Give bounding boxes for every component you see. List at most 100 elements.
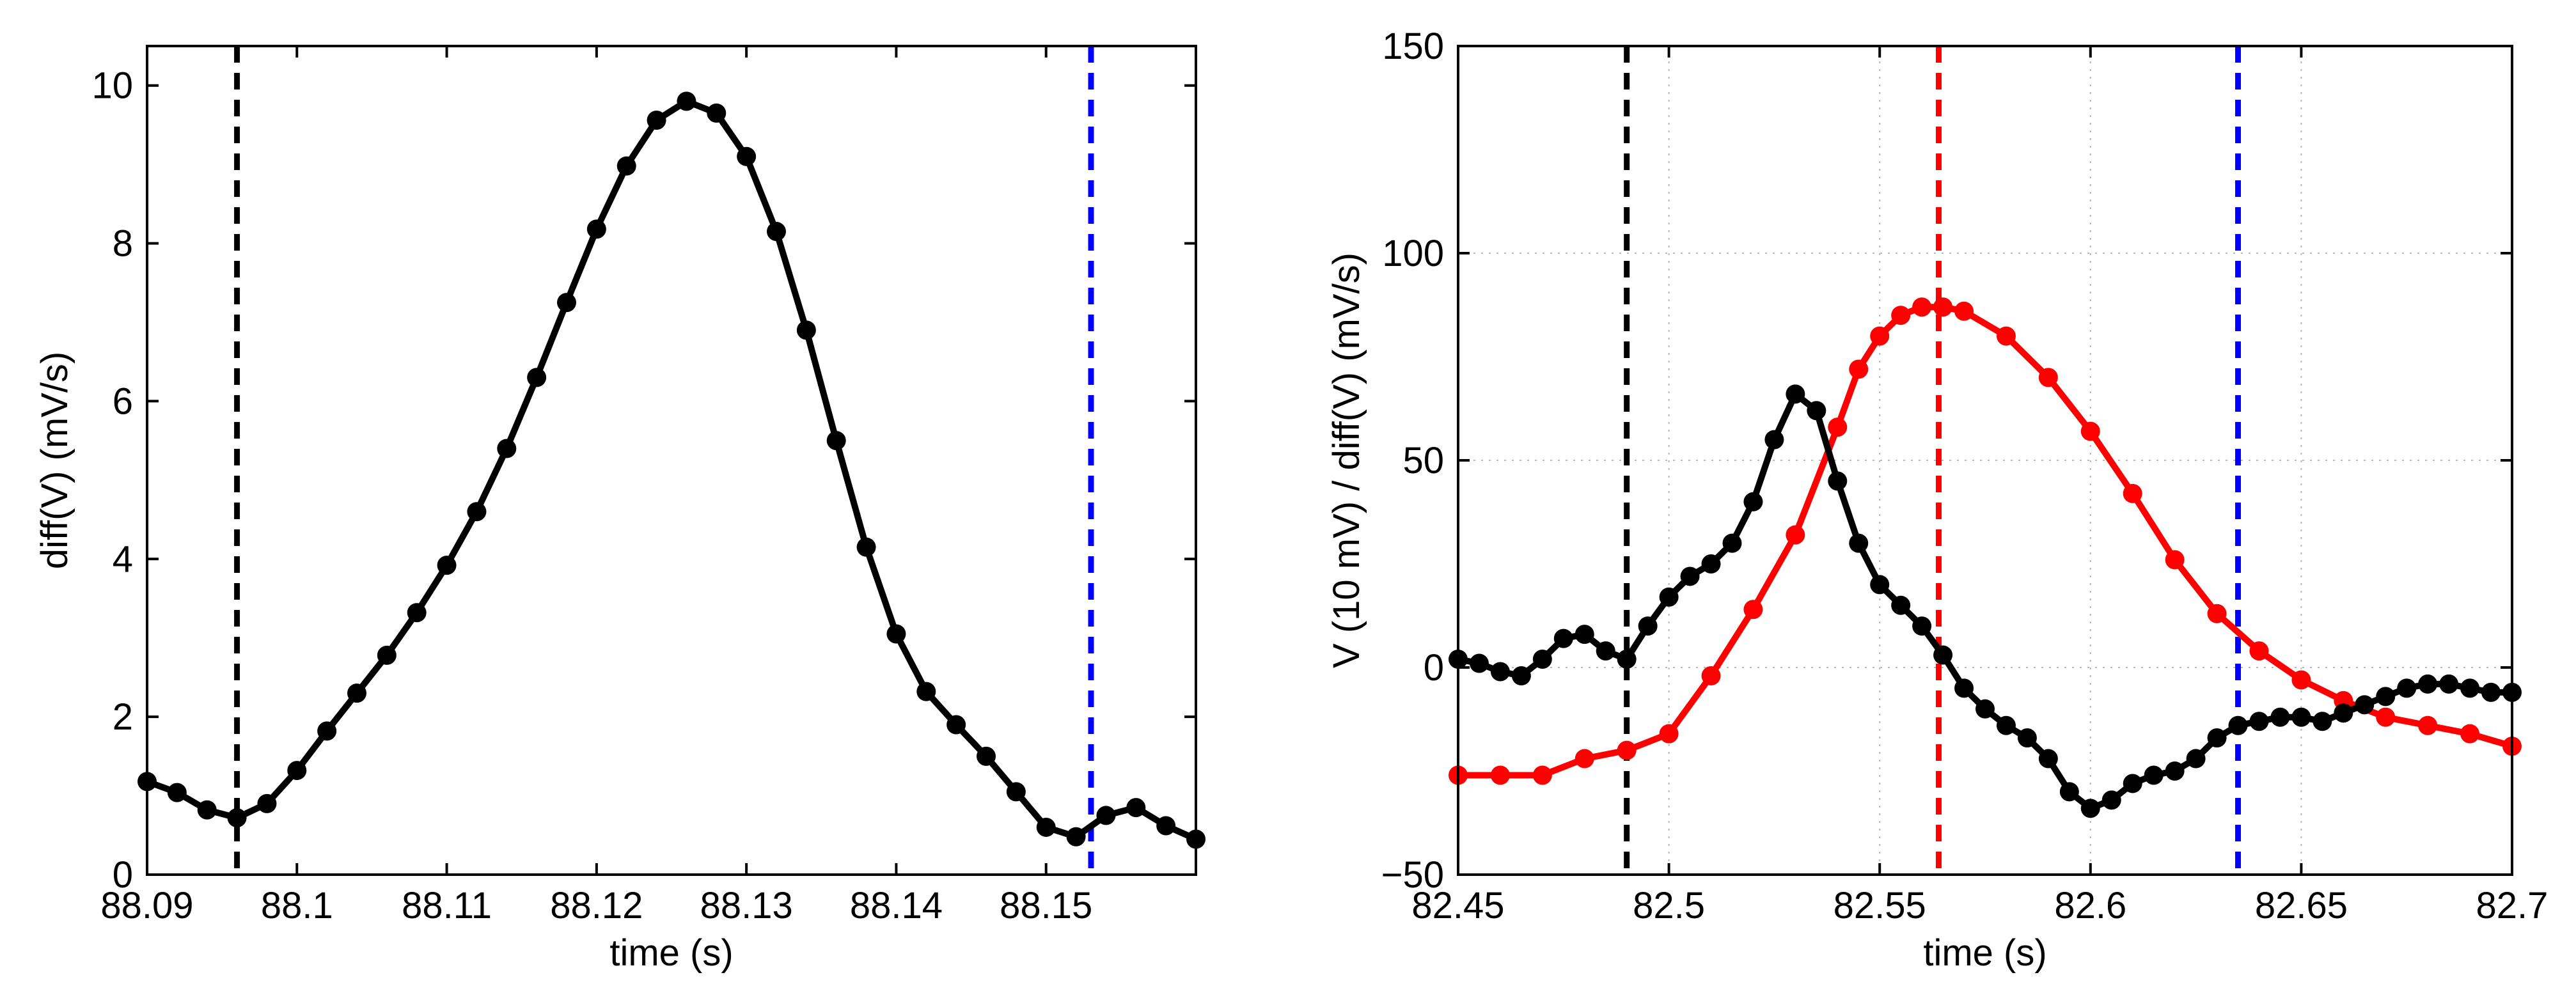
right-data-point: [2355, 695, 2375, 715]
right-data-point: [2439, 674, 2459, 694]
right-data-point: [1891, 306, 1911, 325]
left-data-point: [1156, 816, 1176, 836]
right-x-tick-label: 82.65: [2255, 885, 2348, 926]
right-series-line: [1457, 391, 2512, 812]
left-data-point: [287, 761, 307, 781]
right-data-point: [1849, 359, 1869, 379]
right-data-point: [2059, 782, 2079, 802]
right-data-point: [1786, 384, 1805, 404]
right-y-tick-label: 0: [1424, 647, 1444, 689]
left-x-tick-label: 88.12: [550, 885, 643, 926]
left-data-point: [977, 746, 996, 766]
right-data-point: [2123, 774, 2142, 793]
right-data-point: [2228, 715, 2248, 735]
right-data-point: [2017, 728, 2037, 748]
right-x-axis-label: time (s): [1923, 932, 2046, 974]
left-data-point: [617, 156, 636, 176]
right-x-tick-label: 82.55: [1834, 885, 1926, 926]
right-y-tick-label: 150: [1382, 26, 1444, 67]
right-data-point: [1469, 653, 1489, 673]
right-data-point: [1511, 666, 1531, 685]
left-y-tick-label: 10: [91, 65, 133, 107]
right-data-point: [2376, 687, 2396, 706]
right-data-point: [1659, 724, 1679, 744]
left-y-tick-label: 4: [113, 538, 133, 580]
right-data-point: [2313, 712, 2332, 731]
right-data-point: [1490, 765, 1510, 785]
right-x-tick-label: 82.45: [1411, 885, 1504, 926]
left-y-axis-label: diff(V) (mV/s): [34, 352, 75, 570]
left-data-point: [257, 793, 277, 813]
right-data-point: [1638, 616, 1658, 636]
right-y-tick-label: 50: [1402, 440, 1444, 481]
left-data-point: [347, 683, 366, 703]
left-data-point: [1096, 806, 1116, 825]
right-data-point: [2481, 682, 2501, 702]
right-data-point: [1617, 650, 1637, 669]
right-data-point: [1617, 740, 1637, 760]
right-data-point: [1891, 595, 1911, 615]
left-data-point: [527, 368, 547, 387]
right-data-point: [1996, 326, 2016, 346]
left-x-tick-labels: 88.09 88.1 88.11 88.12 88.13 88.14 88.15: [100, 885, 1092, 926]
right-y-tick-label: −50: [1381, 854, 1444, 896]
right-data-point: [1870, 575, 1890, 595]
left-data-point: [227, 808, 247, 828]
right-data-point: [1743, 492, 1763, 511]
right-data-point: [2270, 707, 2290, 727]
right-data-point: [2460, 678, 2480, 698]
right-x-tick-label: 82.7: [2476, 885, 2549, 926]
right-x-tick-label: 82.6: [2054, 885, 2126, 926]
right-data-point: [2186, 749, 2206, 769]
right-data-point: [2101, 790, 2121, 810]
left-data-point: [677, 91, 696, 111]
right-data-point: [2397, 678, 2417, 698]
left-plot-frame: [146, 45, 1197, 876]
right-data-point: [1933, 645, 1953, 665]
left-data-point: [377, 645, 397, 665]
right-data-point: [1490, 662, 1510, 682]
right-data-point: [2418, 674, 2438, 694]
right-ticks: [1457, 45, 2513, 876]
left-data-point: [826, 431, 846, 451]
right-data-point: [1743, 600, 1763, 620]
left-data-point: [586, 219, 606, 239]
left-data-point: [916, 682, 936, 701]
right-data-point: [1996, 715, 2016, 735]
right-x-tick-label: 82.5: [1633, 885, 1705, 926]
left-data-point: [1066, 827, 1086, 847]
right-data-point: [2249, 712, 2269, 731]
right-data-point: [1659, 587, 1679, 607]
left-x-tick-label: 88.15: [1000, 885, 1092, 926]
right-data-point: [1596, 641, 1615, 661]
left-data-point: [946, 715, 966, 735]
right-data-point: [1786, 525, 1805, 545]
right-data-point: [2376, 707, 2396, 727]
right-data-point: [2291, 670, 2311, 690]
right-data-point: [1975, 699, 1995, 719]
right-data-point: [1722, 533, 1742, 553]
left-x-tick-label: 88.09: [100, 885, 193, 926]
left-y-tick-label: 6: [113, 380, 133, 422]
right-data-point: [1553, 628, 1573, 648]
left-data-point: [796, 320, 816, 340]
right-data-point: [2249, 641, 2269, 661]
right-data-point: [1532, 765, 1552, 785]
right-data-point: [2038, 368, 2058, 387]
left-data-point: [437, 556, 457, 575]
left-y-tick-labels: 0 2 4 6 8 10: [91, 65, 133, 896]
right-data-point: [2123, 483, 2142, 503]
left-data-point: [557, 293, 576, 313]
right-data-point: [1828, 417, 1848, 437]
left-vertical-markers: [234, 46, 1094, 875]
right-data-point: [2207, 604, 2227, 623]
left-data-point: [167, 783, 187, 802]
left-data-point: [1036, 817, 1056, 837]
right-data-point: [1849, 533, 1869, 553]
left-data-point: [767, 222, 786, 242]
right-series: [1449, 297, 2522, 818]
right-data-point: [2207, 728, 2227, 748]
left-x-axis-label: time (s): [609, 932, 733, 974]
left-x-tick-label: 88.13: [700, 885, 793, 926]
right-vertical-markers: [1624, 46, 2242, 875]
